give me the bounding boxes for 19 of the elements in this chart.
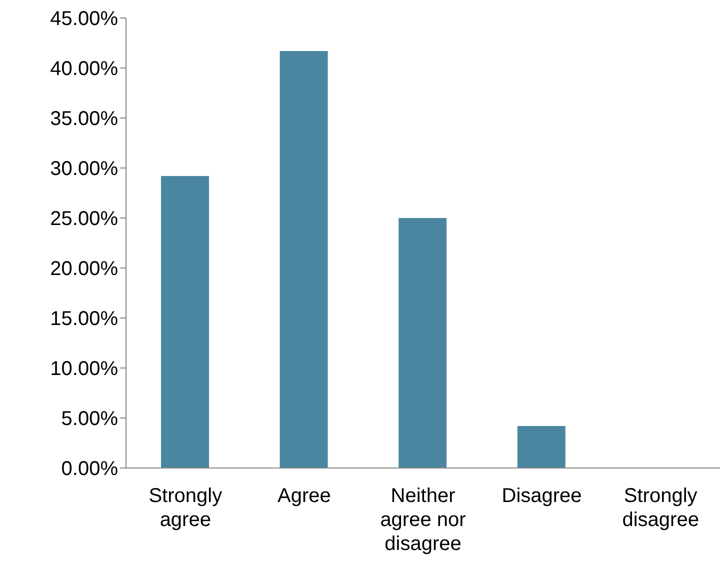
x-tick-label: Agree [278,485,331,507]
bar [517,426,566,468]
y-tick-label: 5.00% [61,408,118,430]
y-tick-label: 25.00% [50,208,118,230]
y-tick-label: 35.00% [50,108,118,130]
y-tick-label: 40.00% [50,58,118,80]
x-tick-label: Disagree [502,485,582,507]
y-tick-label: 15.00% [50,308,118,330]
y-tick-label: 45.00% [50,8,118,30]
y-tick-label: 20.00% [50,258,118,280]
y-tick-label: 0.00% [61,458,118,480]
x-tick-label: Strongly agree [148,485,222,531]
y-tick-label: 10.00% [50,358,118,380]
y-tick-label: 30.00% [50,158,118,180]
x-tick-label: Neither agree nor disagree [380,485,466,555]
bar [161,176,209,468]
bar [280,51,328,468]
bar [398,218,447,468]
x-tick-label: Strongly disagree [622,485,699,531]
